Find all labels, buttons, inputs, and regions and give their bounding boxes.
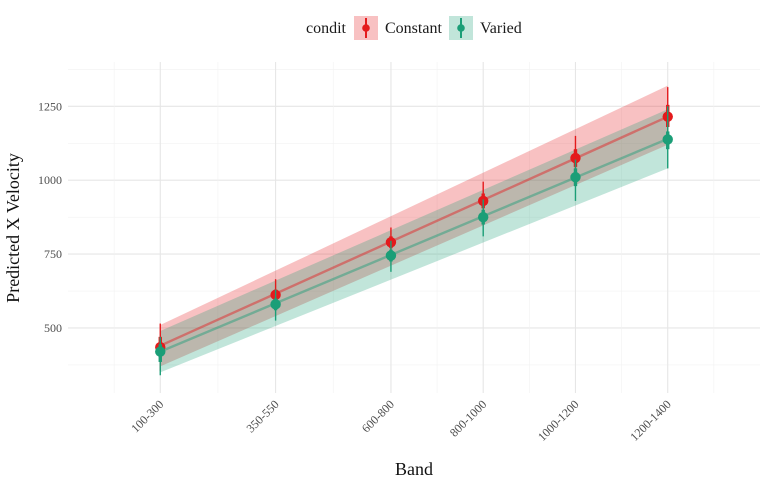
varied-point — [478, 211, 489, 223]
y-tick-label: 1250 — [38, 99, 62, 113]
x-tick-label: 100-300 — [128, 397, 166, 435]
legend-label-constant: Constant — [385, 20, 442, 37]
varied-ribbon — [160, 109, 668, 373]
x-tick-label: 800-1000 — [447, 397, 489, 439]
y-tick-label: 750 — [44, 247, 62, 261]
x-tick-label: 600-800 — [359, 397, 397, 435]
legend-key-constant-point — [362, 24, 370, 32]
legend-key-varied-point — [457, 24, 465, 32]
x-tick-label: 1000-1200 — [535, 397, 582, 444]
y-tick-label: 1000 — [38, 173, 62, 187]
ribbon-layer — [160, 85, 668, 373]
x-tick-label: 1200-1400 — [627, 397, 674, 444]
x-axis-title: Band — [395, 459, 433, 479]
legend-title: condit — [306, 20, 347, 37]
varied-point — [270, 299, 281, 310]
y-tick-label: 500 — [44, 321, 62, 335]
constant-point — [570, 152, 581, 164]
legend-label-varied: Varied — [480, 20, 522, 37]
constant-fit-line — [159, 115, 669, 347]
legend-items: Constant Varied — [354, 16, 522, 40]
varied-point — [570, 172, 581, 183]
varied-fit-line — [159, 137, 669, 353]
varied-point — [385, 250, 397, 261]
y-axis-title: Predicted X Velocity — [3, 153, 23, 303]
varied-point — [662, 134, 673, 145]
constant-ribbon — [160, 85, 668, 367]
point-layer — [155, 87, 673, 376]
line-layer — [159, 115, 669, 353]
varied-point — [155, 346, 166, 357]
legend: condit Constant Varied — [306, 16, 522, 40]
x-tick-label: 350-550 — [244, 397, 282, 435]
